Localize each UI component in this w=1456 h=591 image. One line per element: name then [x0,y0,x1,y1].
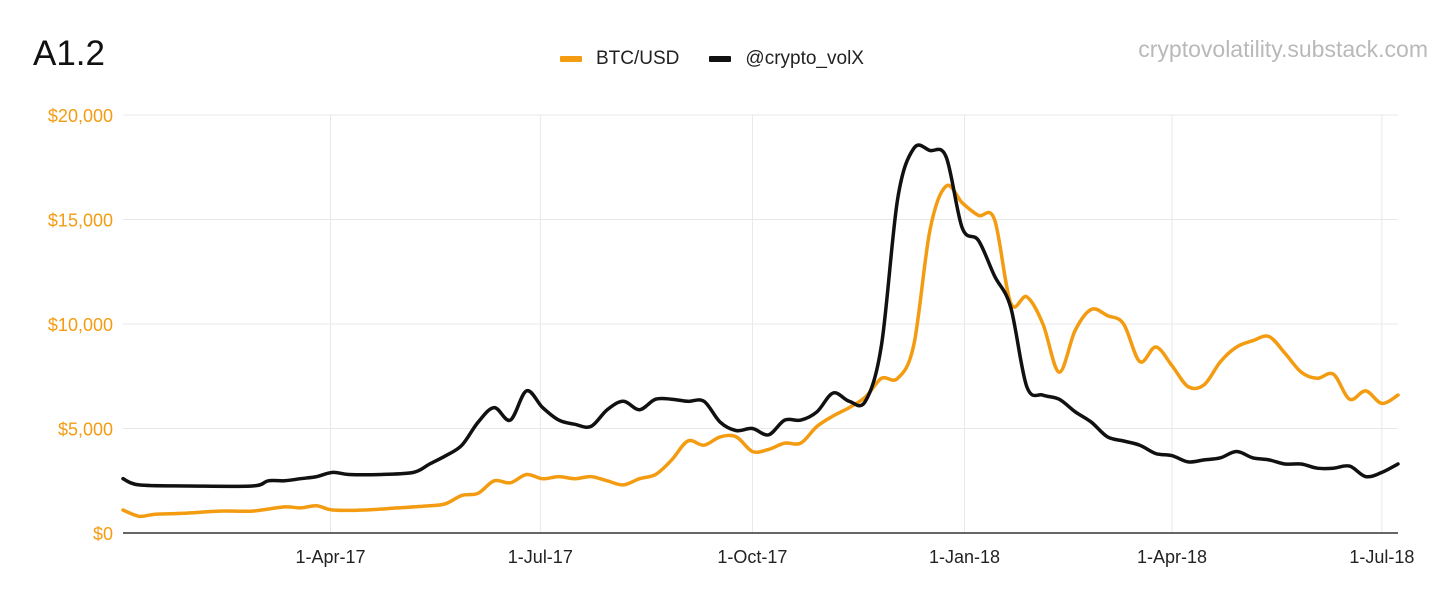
x-tick-label: 1-Apr-18 [1137,547,1207,567]
x-tick-label: 1-Apr-17 [295,547,365,567]
legend-item-volx: @crypto_volX [709,48,864,70]
watermark: cryptovolatility.substack.com [1138,36,1428,62]
series-line-crypto-volx [121,143,1400,489]
y-tick-label: $5,000 [58,420,113,440]
y-tick-label: $20,000 [48,106,113,126]
chart-title: A1.2 [33,34,105,73]
legend-swatch-volx [709,56,732,62]
x-tick-label: 1-Oct-17 [717,547,787,567]
legend: BTC/USD @crypto_volX [560,48,864,70]
legend-item-btc: BTC/USD [560,48,679,70]
tick-label-layer: $0 $5,000 $10,000 $15,000 $20,000 1-Apr-17 1-J… [48,106,1414,567]
series-line-btc-usd [121,183,1400,519]
y-tick-label: $10,000 [48,315,113,335]
series-layer [121,143,1400,519]
legend-label-btc: BTC/USD [596,48,680,69]
grid-layer [123,114,1398,533]
y-tick-label: $15,000 [48,211,113,231]
legend-swatch-btc [560,56,582,62]
x-tick-label: 1-Jul-17 [508,547,573,567]
legend-label-volx: @crypto_volX [745,48,864,69]
y-tick-label: $0 [93,524,113,544]
x-tick-label: 1-Jul-18 [1349,547,1414,567]
x-tick-label: 1-Jan-18 [929,547,1000,567]
